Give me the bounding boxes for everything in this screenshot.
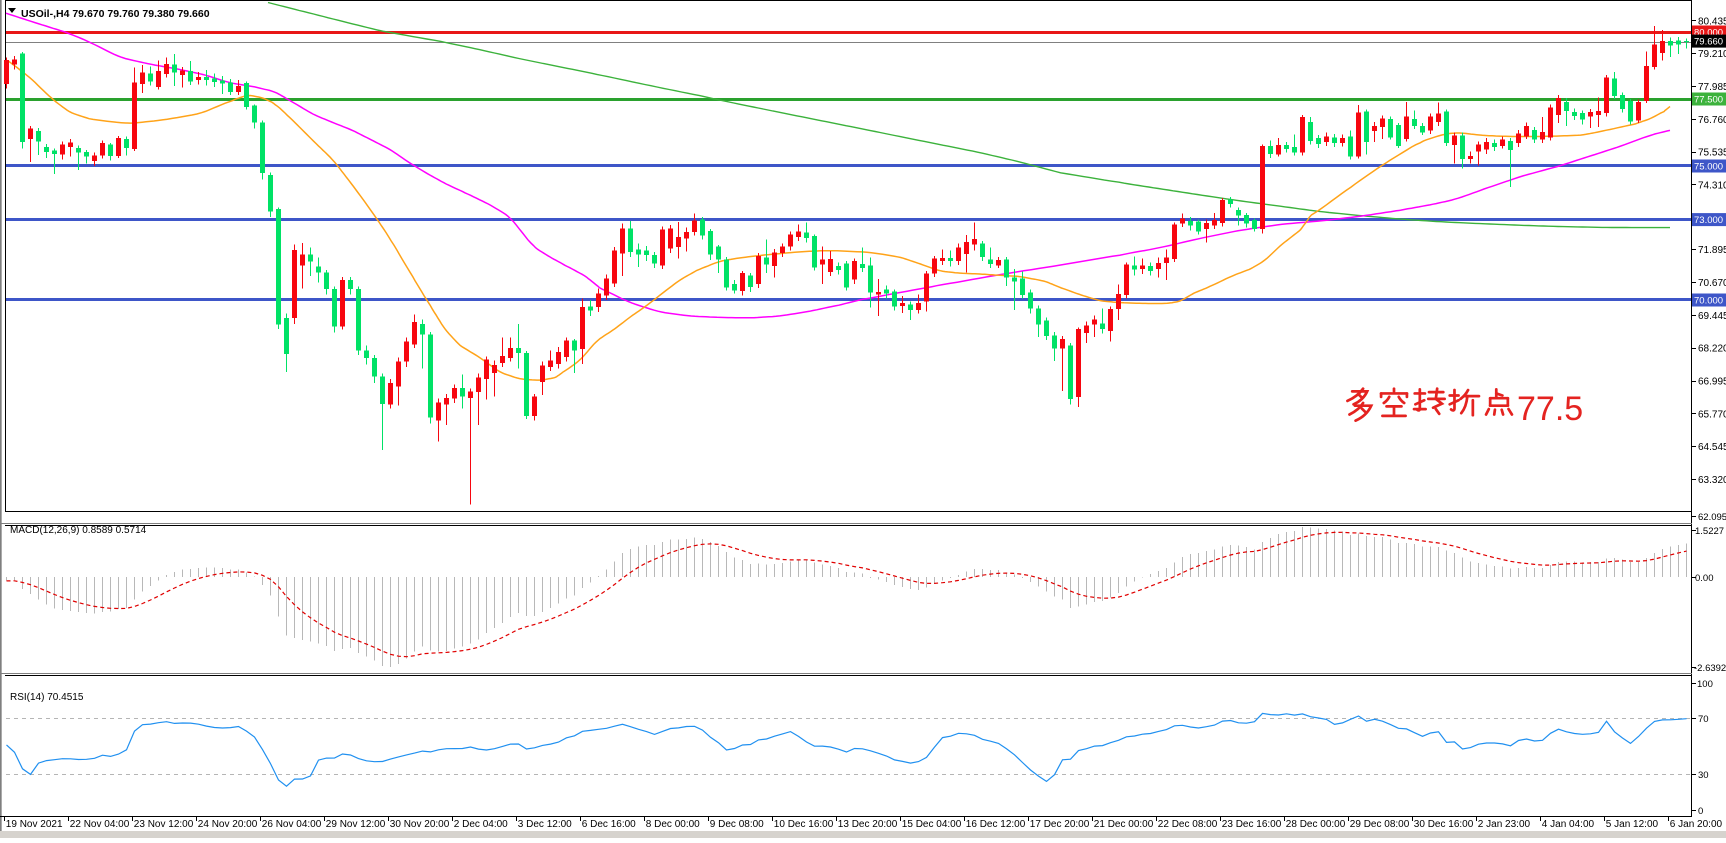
svg-text:26 Nov 04:00: 26 Nov 04:00 (262, 819, 322, 830)
svg-text:76.760: 76.760 (1698, 115, 1726, 126)
svg-text:-2.6392: -2.6392 (1694, 663, 1726, 674)
svg-text:17 Dec 20:00: 17 Dec 20:00 (1030, 819, 1090, 830)
svg-text:77.5: 77.5 (1517, 390, 1583, 428)
svg-text:66.995: 66.995 (1698, 377, 1726, 388)
svg-text:30: 30 (1698, 770, 1709, 781)
svg-text:28 Dec 00:00: 28 Dec 00:00 (1286, 819, 1346, 830)
svg-text:62.095: 62.095 (1698, 512, 1726, 523)
svg-text:70.000: 70.000 (1694, 296, 1723, 307)
svg-text:77.500: 77.500 (1694, 95, 1723, 106)
svg-text:69.445: 69.445 (1698, 311, 1726, 322)
svg-text:21 Dec 00:00: 21 Dec 00:00 (1094, 819, 1154, 830)
svg-text:29 Nov 12:00: 29 Nov 12:00 (326, 819, 386, 830)
svg-text:0: 0 (1698, 806, 1703, 817)
svg-text:13 Dec 20:00: 13 Dec 20:00 (838, 819, 898, 830)
svg-text:70.670: 70.670 (1698, 278, 1726, 289)
svg-text:9 Dec 08:00: 9 Dec 08:00 (710, 819, 764, 830)
svg-text:6 Dec 16:00: 6 Dec 16:00 (582, 819, 636, 830)
svg-text:29 Dec 08:00: 29 Dec 08:00 (1350, 819, 1410, 830)
svg-text:75.000: 75.000 (1694, 162, 1723, 173)
svg-text:16 Dec 12:00: 16 Dec 12:00 (966, 819, 1026, 830)
svg-text:64.545: 64.545 (1698, 442, 1726, 453)
svg-text:75.535: 75.535 (1698, 148, 1726, 159)
svg-text:63.320: 63.320 (1698, 475, 1726, 486)
svg-text:19 Nov 2021: 19 Nov 2021 (6, 819, 63, 830)
svg-text:79.660: 79.660 (1694, 37, 1723, 48)
svg-text:8 Dec 00:00: 8 Dec 00:00 (646, 819, 700, 830)
svg-text:MACD(12,26,9) 0.8589 0.5714: MACD(12,26,9) 0.8589 0.5714 (10, 525, 147, 536)
svg-text:0.00: 0.00 (1695, 573, 1714, 584)
svg-text:30 Nov 20:00: 30 Nov 20:00 (390, 819, 450, 830)
svg-text:10 Dec 16:00: 10 Dec 16:00 (774, 819, 834, 830)
svg-text:23 Dec 16:00: 23 Dec 16:00 (1222, 819, 1282, 830)
svg-text:79.210: 79.210 (1698, 49, 1726, 60)
svg-text:22 Dec 08:00: 22 Dec 08:00 (1158, 819, 1218, 830)
svg-text:24 Nov 20:00: 24 Nov 20:00 (198, 819, 258, 830)
svg-text:2 Jan 23:00: 2 Jan 23:00 (1478, 819, 1531, 830)
svg-text:15 Dec 04:00: 15 Dec 04:00 (902, 819, 962, 830)
svg-text:70: 70 (1698, 714, 1709, 725)
svg-text:6 Jan 20:00: 6 Jan 20:00 (1670, 819, 1723, 830)
svg-text:68.220: 68.220 (1698, 344, 1726, 355)
svg-text:30 Dec 16:00: 30 Dec 16:00 (1414, 819, 1474, 830)
svg-text:74.310: 74.310 (1698, 181, 1726, 192)
svg-text:3 Dec 12:00: 3 Dec 12:00 (518, 819, 572, 830)
svg-text:80.000: 80.000 (1694, 28, 1723, 39)
svg-text:80.435: 80.435 (1698, 16, 1726, 27)
svg-text:1.5227: 1.5227 (1695, 526, 1724, 537)
svg-text:71.895: 71.895 (1698, 245, 1726, 256)
svg-text:USOil-,H4 79.670 79.760 79.38: USOil-,H4 79.670 79.760 79.380 79.660 (21, 8, 210, 20)
svg-text:65.770: 65.770 (1698, 409, 1726, 420)
svg-text:77.985: 77.985 (1698, 82, 1726, 93)
svg-text:RSI(14) 70.4515: RSI(14) 70.4515 (10, 692, 84, 703)
svg-text:22 Nov 04:00: 22 Nov 04:00 (70, 819, 130, 830)
svg-text:23 Nov 12:00: 23 Nov 12:00 (134, 819, 194, 830)
svg-text:73.000: 73.000 (1694, 215, 1723, 226)
svg-text:2 Dec 04:00: 2 Dec 04:00 (454, 819, 508, 830)
svg-text:100: 100 (1697, 679, 1713, 690)
svg-text:4 Jan 04:00: 4 Jan 04:00 (1542, 819, 1595, 830)
svg-text:5 Jan 12:00: 5 Jan 12:00 (1606, 819, 1659, 830)
